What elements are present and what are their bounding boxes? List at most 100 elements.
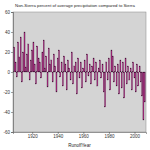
bar (106, 62, 107, 72)
bar (30, 60, 31, 72)
tick-label: 60 (5, 10, 11, 15)
marks (14, 32, 146, 120)
bar (44, 68, 45, 72)
bar (119, 72, 120, 94)
bar (43, 40, 44, 72)
tick: -60 (3, 130, 13, 135)
bar (96, 62, 97, 72)
tick: -20 (3, 90, 13, 95)
tick-mark (11, 12, 13, 13)
bar (39, 62, 40, 72)
bar (133, 62, 134, 72)
bar (67, 60, 68, 72)
bar (122, 62, 123, 72)
bar (115, 66, 116, 72)
bar (120, 60, 121, 72)
tick: 0 (7, 70, 13, 75)
bar (35, 72, 36, 84)
bar (70, 72, 71, 80)
chart: 1920 1940 1960 1980 2000 -60 -40 -20 0 20 40 60 Non-… (0, 0, 150, 150)
bar (59, 50, 60, 72)
bar (34, 64, 35, 72)
bar (87, 54, 88, 72)
tick: 20 (5, 50, 13, 55)
bar (134, 72, 135, 78)
bar (103, 72, 104, 92)
bar (83, 68, 84, 72)
bar (93, 58, 94, 72)
bar (46, 56, 47, 72)
bar (79, 72, 80, 78)
bar (24, 32, 25, 72)
bar (15, 62, 16, 72)
bar (25, 67, 26, 72)
bar (16, 72, 17, 77)
bar (27, 54, 28, 72)
tick: 1940 (53, 132, 64, 139)
bar (102, 64, 103, 72)
bar (20, 37, 21, 72)
tick: 1960 (79, 132, 90, 139)
bar (101, 72, 102, 78)
tick-label: 20 (5, 50, 11, 55)
bar (143, 72, 144, 120)
bar (47, 72, 48, 87)
bar (85, 72, 86, 82)
bar (51, 60, 52, 72)
bar (112, 56, 113, 72)
tick-label: 1940 (53, 134, 64, 139)
tick: -40 (3, 110, 13, 115)
bar (88, 72, 89, 76)
bar (94, 72, 95, 80)
tick-mark (11, 32, 13, 33)
bar (75, 62, 76, 72)
bar (130, 68, 131, 72)
title: Non-Sierra percent of average precipitat… (15, 3, 136, 8)
bar (64, 56, 65, 72)
bar (125, 58, 126, 72)
bar (50, 64, 51, 72)
bar (62, 72, 63, 86)
bar (110, 72, 111, 90)
plot-area (13, 12, 146, 132)
tick: 2000 (130, 132, 141, 139)
bar (48, 48, 49, 72)
tick-label: 1980 (104, 134, 115, 139)
bar (18, 42, 19, 72)
bar (144, 72, 145, 102)
tick-label: 40 (5, 30, 11, 35)
bar (82, 72, 83, 88)
bar (111, 50, 112, 72)
bar (61, 62, 62, 72)
tick-mark (11, 112, 13, 113)
bar (56, 72, 57, 92)
bar (32, 50, 33, 72)
tick: 60 (5, 10, 13, 15)
bar (14, 47, 15, 72)
bar (74, 66, 75, 72)
bar (139, 66, 140, 72)
bar (60, 72, 61, 77)
bar (107, 72, 108, 80)
bar (98, 68, 99, 72)
bar (89, 64, 90, 72)
bar (128, 66, 129, 72)
bar (113, 72, 114, 82)
tick: 1920 (28, 132, 39, 139)
x-axis-title: RunoffYear (68, 143, 91, 148)
bar (23, 52, 24, 72)
bar (129, 72, 130, 80)
bar (42, 52, 43, 72)
bar (57, 58, 58, 72)
bar (116, 72, 117, 86)
bar (105, 72, 106, 107)
bar (124, 72, 125, 98)
bar (108, 58, 109, 72)
y-axis: -60 -40 -20 0 20 40 60 (3, 10, 13, 135)
bar (37, 46, 38, 72)
bar (121, 72, 122, 88)
bar (142, 72, 143, 96)
tick: 40 (5, 30, 13, 35)
bar (29, 72, 30, 80)
tick-mark (11, 52, 13, 53)
